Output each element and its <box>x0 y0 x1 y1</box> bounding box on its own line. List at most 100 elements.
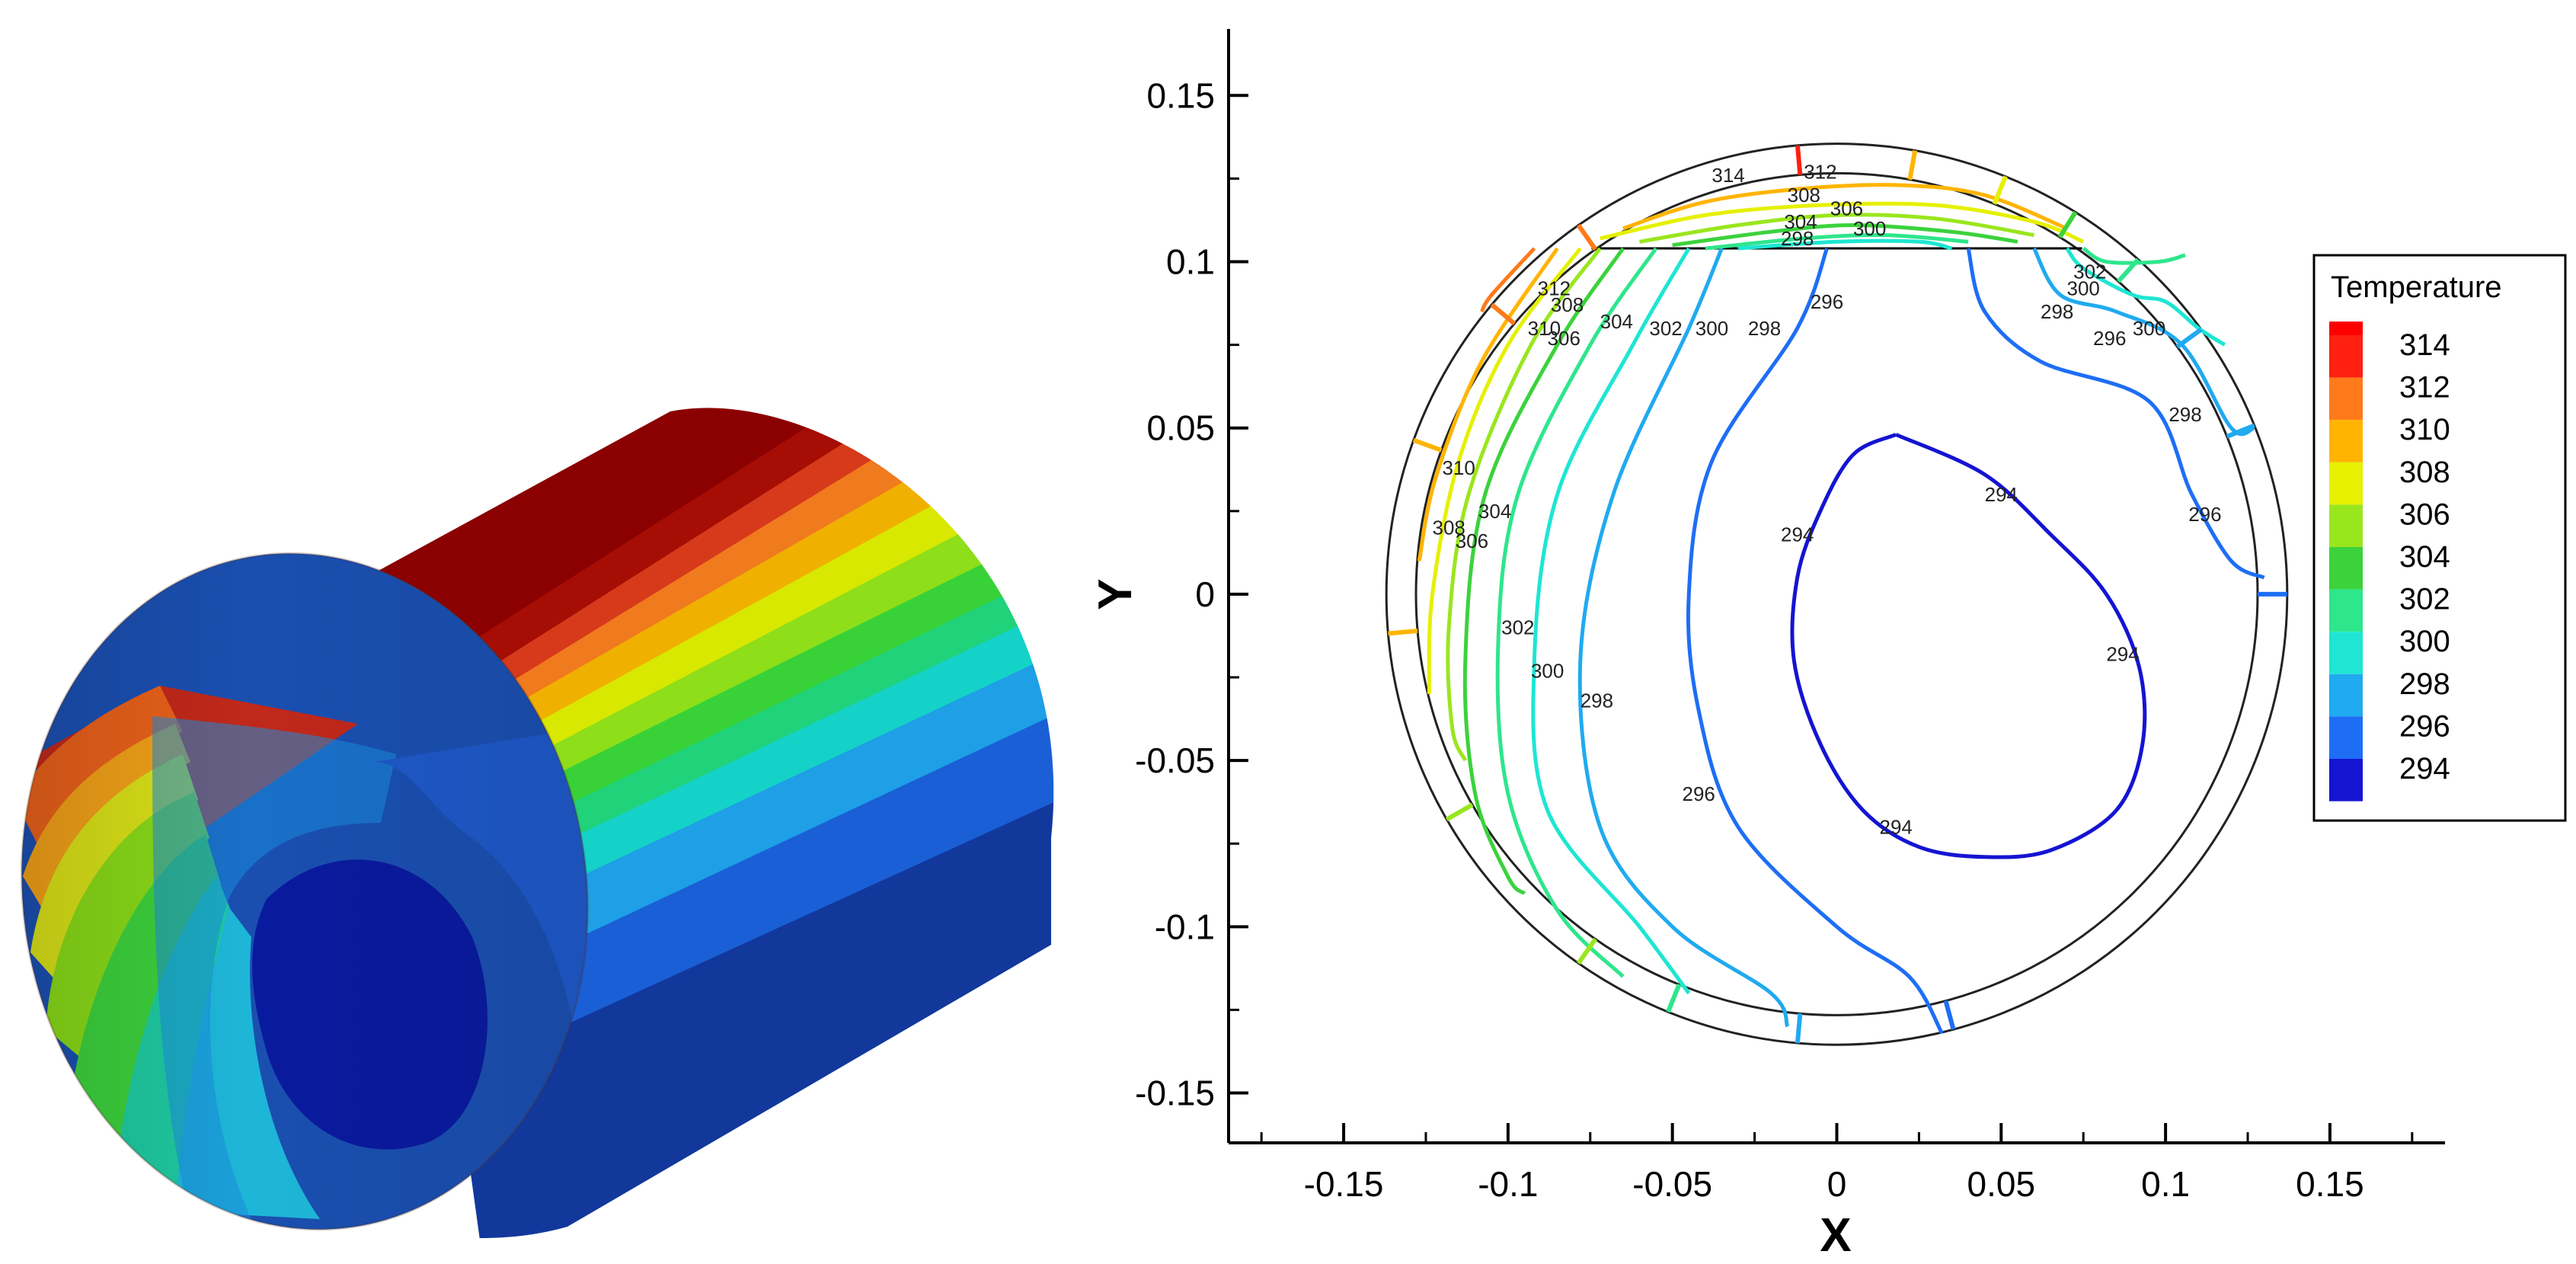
legend-swatches: 314 312 310 308 306 304 302 300 298 296 294 <box>2329 322 2450 802</box>
x-tick-label: 0.15 <box>2296 1164 2364 1204</box>
contour-label: 300 <box>2133 317 2165 340</box>
contour-line-312 <box>1480 247 1536 313</box>
wall-mark <box>1795 145 1803 175</box>
contour-line-308 <box>1427 247 1582 694</box>
wall-mark <box>1412 437 1443 453</box>
contour-label: 310 <box>1442 456 1475 479</box>
pipe-domain <box>1385 142 2289 1046</box>
x-tick-label: -0.05 <box>1632 1164 1712 1204</box>
contour-label: 304 <box>1600 310 1633 333</box>
x-tick-label: 0.1 <box>2141 1164 2190 1204</box>
contour-label: 298 <box>1781 227 1814 250</box>
legend-swatch <box>2329 759 2363 802</box>
legend-label: 312 <box>2399 371 2450 405</box>
legend-label: 300 <box>2399 625 2450 658</box>
contour-label: 308 <box>1432 517 1465 539</box>
legend-swatch <box>2329 504 2363 547</box>
wall-mark <box>1795 1013 1803 1044</box>
x-tick-label: -0.1 <box>1478 1164 1538 1204</box>
plot-axes: -0.15 -0.1 -0.05 0 0.05 0.1 0.15 0.150.10.050-… <box>1135 29 2445 1204</box>
contour-label: 298 <box>2169 403 2201 426</box>
contour-line-310 <box>1622 183 2068 231</box>
y-tick-label: 0.05 <box>1146 408 1215 448</box>
contour-line-310 <box>1417 247 1559 562</box>
contour-label: 300 <box>2067 277 2100 299</box>
contour-label: 306 <box>1830 197 1863 220</box>
contour-plot: -0.15 -0.1 -0.05 0 0.05 0.1 0.15 0.150.10.050-… <box>1089 29 2567 1262</box>
legend-label: 304 <box>2399 540 2450 574</box>
contour-label: 296 <box>1683 782 1715 805</box>
contour-line-300 <box>1737 238 1953 251</box>
y-tick-label: 0 <box>1195 574 1215 614</box>
y-tick-label: 0.15 <box>1146 75 1215 115</box>
contour-label: 314 <box>1711 164 1744 187</box>
contour-label: 294 <box>1985 483 2018 506</box>
contour-line-296 <box>1686 248 1944 1035</box>
contour-line-294 <box>1790 433 2147 859</box>
contour-label: 306 <box>1548 327 1580 350</box>
y-tick-label: -0.15 <box>1135 1074 1215 1113</box>
contour-label: 294 <box>2106 642 2139 665</box>
contour-label: 294 <box>1879 815 1912 838</box>
legend-swatch <box>2329 335 2363 378</box>
contour-label: 296 <box>1811 290 1843 313</box>
x-axis-title: X <box>1820 1209 1851 1262</box>
legend-swatch <box>2329 547 2363 590</box>
legend-swatch-top <box>2329 322 2363 335</box>
contour-label: 304 <box>1784 210 1817 233</box>
contour-line-306 <box>1639 213 2034 244</box>
contour-lines <box>1417 183 2265 1035</box>
wall-mark <box>1992 175 2008 205</box>
contour-label: 302 <box>1501 616 1534 639</box>
legend-label: 306 <box>2399 498 2450 531</box>
cylinder-3d-view <box>0 408 1054 1257</box>
wall-mark <box>2057 210 2078 238</box>
y-tick-label: 0.1 <box>1166 242 1215 281</box>
contour-line-296 <box>1966 248 2265 580</box>
contour-line-302 <box>1705 232 1969 251</box>
x-tick-label: -0.15 <box>1304 1164 1384 1204</box>
outer-pipe-wall <box>1385 142 2289 1046</box>
wall-mark <box>2175 327 2203 349</box>
contour-label: 306 <box>1456 530 1488 552</box>
contour-label: 304 <box>1478 500 1511 523</box>
legend-swatch <box>2329 377 2363 421</box>
contour-line-298 <box>1577 248 1790 1028</box>
legend-swatch <box>2329 462 2363 505</box>
wall-mark <box>2226 423 2255 439</box>
contour-label: 308 <box>1788 184 1820 206</box>
contour-label: 312 <box>1804 161 1836 184</box>
contour-label: 308 <box>1551 293 1584 316</box>
wall-mark <box>1388 629 1418 636</box>
legend-label: 314 <box>2399 328 2450 362</box>
contour-label: 298 <box>1580 690 1613 712</box>
contour-line-302 <box>1495 247 1658 978</box>
y-tick-label: -0.05 <box>1135 741 1215 780</box>
contour-label: 294 <box>1781 523 1814 546</box>
contour-label: 310 <box>1528 317 1561 340</box>
contour-label: 312 <box>1538 277 1571 299</box>
contour-line-306 <box>1446 247 1602 762</box>
legend-swatch <box>2329 716 2363 759</box>
contour-label: 302 <box>1649 317 1682 340</box>
x-tick-label: 0 <box>1827 1164 1847 1204</box>
contour-line-304 <box>1672 223 2018 248</box>
wall-mark <box>1943 1000 1956 1030</box>
contour-label: 300 <box>1853 217 1886 240</box>
contour-label: 300 <box>1695 317 1728 340</box>
wall-mark <box>2116 258 2140 283</box>
contour-label: 296 <box>2188 503 2221 526</box>
y-ticks: 0.15 0.1 0.05 0 -0.05 -0.1 -0.15 <box>1135 75 1248 1113</box>
contour-line-308 <box>1600 201 2085 244</box>
contour-label: 298 <box>2041 300 2073 323</box>
legend-label: 296 <box>2399 709 2450 743</box>
wall-contour-marks <box>1388 145 2287 1044</box>
wall-mark <box>1445 802 1474 822</box>
legend-swatch <box>2329 589 2363 632</box>
contour-line-304 <box>1462 247 1625 895</box>
wall-mark <box>1576 937 1598 965</box>
legend-label: 294 <box>2399 752 2450 786</box>
legend-label: 308 <box>2399 456 2450 489</box>
